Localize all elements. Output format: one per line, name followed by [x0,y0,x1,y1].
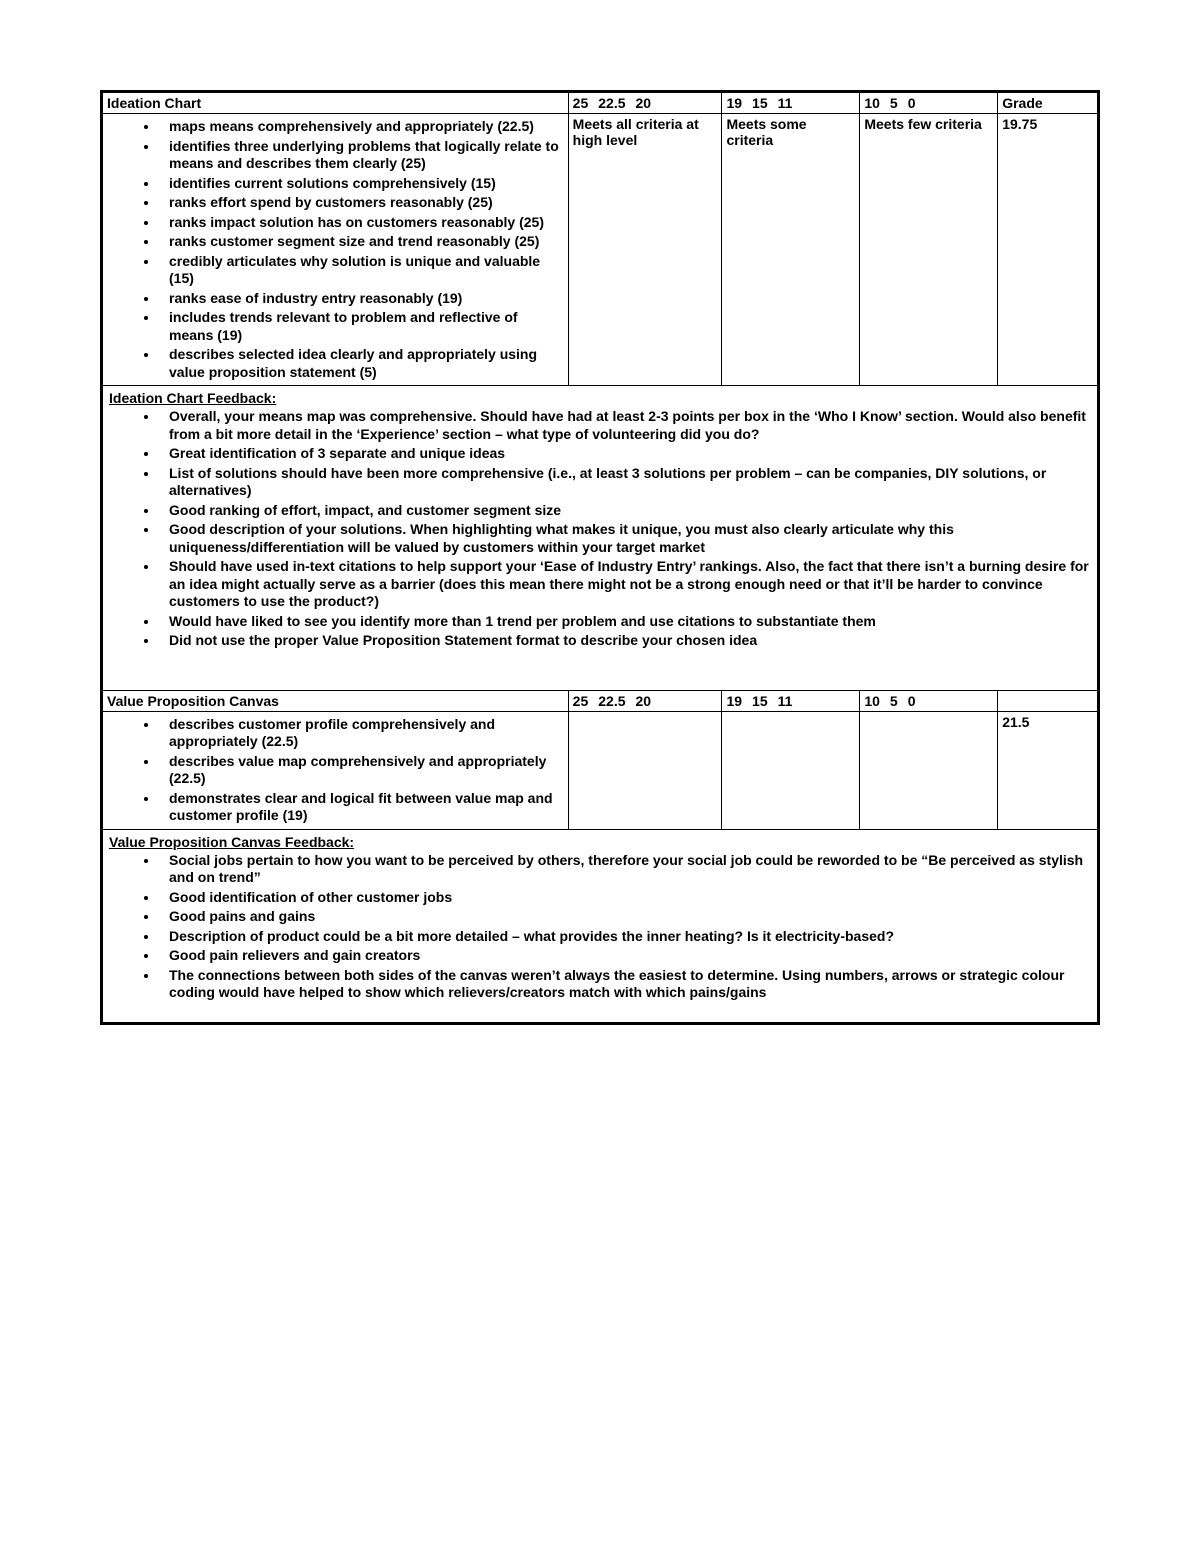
section2-criteria-cell: describes customer profile comprehensive… [102,711,569,829]
section1-col3-nums: 191511 [722,92,860,114]
criteria-item: ranks effort spend by customers reasonab… [159,194,564,212]
section1-criteria-cell: maps means comprehensively and appropria… [102,114,569,386]
section2-grade-value: 21.5 [998,711,1099,829]
feedback-item: Great identification of 3 separate and u… [159,445,1093,463]
section2-criteria-list: describes customer profile comprehensive… [107,716,564,825]
section2-col2-desc [568,711,722,829]
feedback-item: Would have liked to see you identify mor… [159,613,1093,631]
criteria-item: ranks impact solution has on customers r… [159,214,564,232]
feedback-item: Social jobs pertain to how you want to b… [159,852,1093,887]
section2-col2-nums: 2522.520 [568,690,722,711]
criteria-item: identifies current solutions comprehensi… [159,175,564,193]
feedback-item: List of solutions should have been more … [159,465,1093,500]
section2-col4-desc [860,711,998,829]
section1-criteria-list: maps means comprehensively and appropria… [107,118,564,381]
feedback-item: Good description of your solutions. When… [159,521,1093,556]
feedback-item: Good pain relievers and gain creators [159,947,1093,965]
section2-col3-nums: 191511 [722,690,860,711]
section1-feedback-heading: Ideation Chart Feedback: [107,388,1093,406]
criteria-item: maps means comprehensively and appropria… [159,118,564,136]
section2-grade-header [998,690,1099,711]
section1-grade-value: 19.75 [998,114,1099,386]
section2-feedback-heading: Value Proposition Canvas Feedback: [107,832,1093,850]
section2-feedback-cell: Value Proposition Canvas Feedback: Socia… [102,829,1099,1023]
feedback-item: Good ranking of effort, impact, and cust… [159,502,1093,520]
section1-feedback-row: Ideation Chart Feedback: Overall, your m… [102,386,1099,691]
criteria-item: identifies three underlying problems tha… [159,138,564,173]
criteria-item: credibly articulates why solution is uni… [159,253,564,288]
criteria-item: includes trends relevant to problem and … [159,309,564,344]
criteria-item: ranks customer segment size and trend re… [159,233,564,251]
section1-body-row: maps means comprehensively and appropria… [102,114,1099,386]
section1-col2-desc: Meets all criteria at high level [568,114,722,386]
feedback-item: Description of product could be a bit mo… [159,928,1093,946]
section1-col3-desc: Meets some criteria [722,114,860,386]
section2-col4-nums: 1050 [860,690,998,711]
criteria-item: demonstrates clear and logical fit betwe… [159,790,564,825]
section2-feedback-list: Social jobs pertain to how you want to b… [107,852,1093,1002]
section1-col4-desc: Meets few criteria [860,114,998,386]
section1-feedback-list: Overall, your means map was comprehensiv… [107,408,1093,650]
section2-col3-desc [722,711,860,829]
criteria-item: describes value map comprehensively and … [159,753,564,788]
section1-feedback-cell: Ideation Chart Feedback: Overall, your m… [102,386,1099,691]
section1-title: Ideation Chart [102,92,569,114]
feedback-item: Did not use the proper Value Proposition… [159,632,1093,650]
section2-feedback-row: Value Proposition Canvas Feedback: Socia… [102,829,1099,1023]
feedback-item: Good identification of other customer jo… [159,889,1093,907]
rubric-table: Ideation Chart 2522.520 191511 1050 Grad… [100,90,1100,1025]
criteria-item: ranks ease of industry entry reasonably … [159,290,564,308]
section2-body-row: describes customer profile comprehensive… [102,711,1099,829]
section1-header-row: Ideation Chart 2522.520 191511 1050 Grad… [102,92,1099,114]
section1-col2-nums: 2522.520 [568,92,722,114]
feedback-item: Overall, your means map was comprehensiv… [159,408,1093,443]
section2-title: Value Proposition Canvas [102,690,569,711]
criteria-item: describes customer profile comprehensive… [159,716,564,751]
section1-col4-nums: 1050 [860,92,998,114]
section2-header-row: Value Proposition Canvas 2522.520 191511… [102,690,1099,711]
feedback-item: Should have used in-text citations to he… [159,558,1093,611]
feedback-item: The connections between both sides of th… [159,967,1093,1002]
feedback-item: Good pains and gains [159,908,1093,926]
grade-header: Grade [998,92,1099,114]
criteria-item: describes selected idea clearly and appr… [159,346,564,381]
